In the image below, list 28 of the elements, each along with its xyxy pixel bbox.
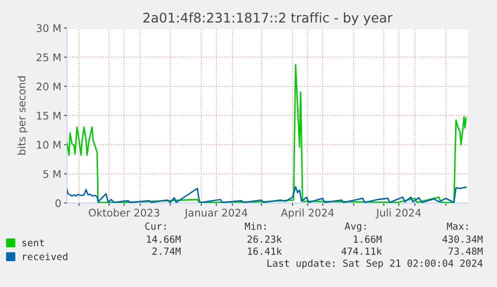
y-tick-label: 20 M [36,82,60,90]
x-tick-label: Oktober 2023 [88,208,160,217]
text: 73.48M [448,247,483,255]
text: 2.74M [152,247,181,255]
y-axis-title: bits per second [17,76,28,155]
legend-label: sent [22,239,44,246]
text: Avg: [344,222,366,232]
text: 1.66M [354,235,382,243]
y-tick-label: 25 M [36,53,60,62]
x-tick-label: April 2024 [280,208,334,219]
text: Min: [244,222,266,230]
chart-title: 2a01:4f8:231:1817::2 traffic - by year [143,12,393,26]
text: 14.66M [147,235,181,243]
x-tick-label: Januar 2024 [184,208,248,219]
legend-label: received [23,252,68,260]
y-tick-label: 0 [56,199,61,208]
y-tick-label: 5 M [43,170,60,178]
text: Max: [446,222,468,230]
text: Last update: Sat Sep 21 02:00:04 2024 [267,259,483,269]
text: 26.23k [248,235,282,243]
text: Cur: [145,222,166,230]
y-tick-label: 30 M [36,24,60,32]
y-tick-label: 10 M [37,140,60,149]
x-tick-label: Juli 2024 [376,208,421,219]
y-tick-label: 15 M [37,112,60,120]
text: 430.34M [442,235,483,243]
text: 16.41k [248,247,282,255]
text: 474.11k [342,247,382,255]
